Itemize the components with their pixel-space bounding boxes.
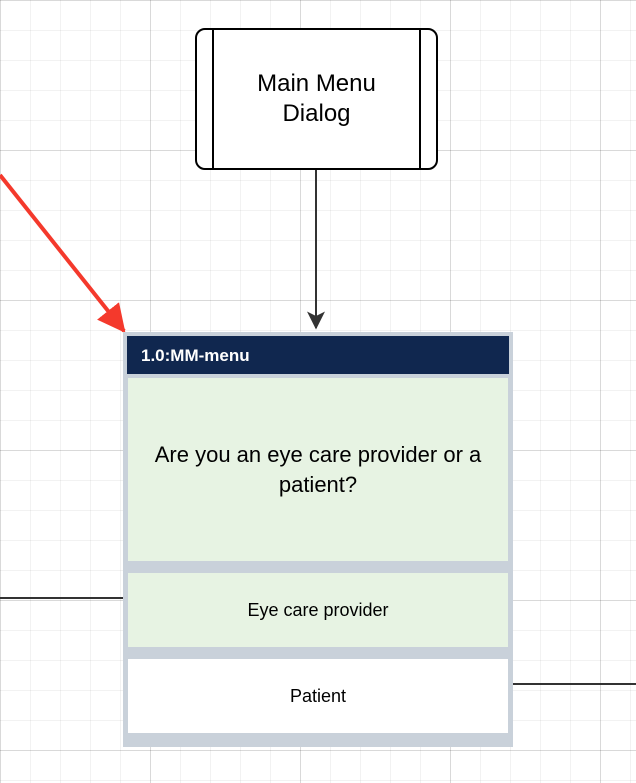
node-main-menu-dialog[interactable]: Main MenuDialog [195, 28, 438, 170]
diagram-canvas: Main MenuDialog 1.0:MM-menu Are you an e… [0, 0, 636, 783]
gap [127, 648, 509, 658]
proc-inner-bar-right [419, 30, 421, 168]
option-patient[interactable]: Patient [127, 658, 509, 734]
node-main-menu-dialog-label: Main MenuDialog [237, 65, 396, 133]
gap [127, 562, 509, 572]
node-mm-menu-question: Are you an eye care provider or a patien… [127, 377, 509, 562]
proc-inner-bar-left [212, 30, 214, 168]
node-mm-menu[interactable]: 1.0:MM-menu Are you an eye care provider… [123, 332, 513, 747]
node-mm-menu-header: 1.0:MM-menu [127, 336, 509, 374]
option-eye-care-provider[interactable]: Eye care provider [127, 572, 509, 648]
